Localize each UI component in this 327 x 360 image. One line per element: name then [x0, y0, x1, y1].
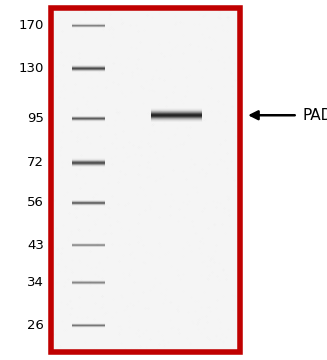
- Text: 43: 43: [27, 239, 44, 252]
- Text: 170: 170: [19, 19, 44, 32]
- Text: 56: 56: [27, 197, 44, 210]
- Text: 72: 72: [27, 156, 44, 169]
- Text: 26: 26: [27, 319, 44, 332]
- Text: 34: 34: [27, 276, 44, 289]
- Bar: [51, 8, 240, 352]
- Text: 130: 130: [19, 62, 44, 75]
- Text: 95: 95: [27, 112, 44, 125]
- Text: PAD1: PAD1: [302, 108, 327, 123]
- Bar: [51, 8, 240, 352]
